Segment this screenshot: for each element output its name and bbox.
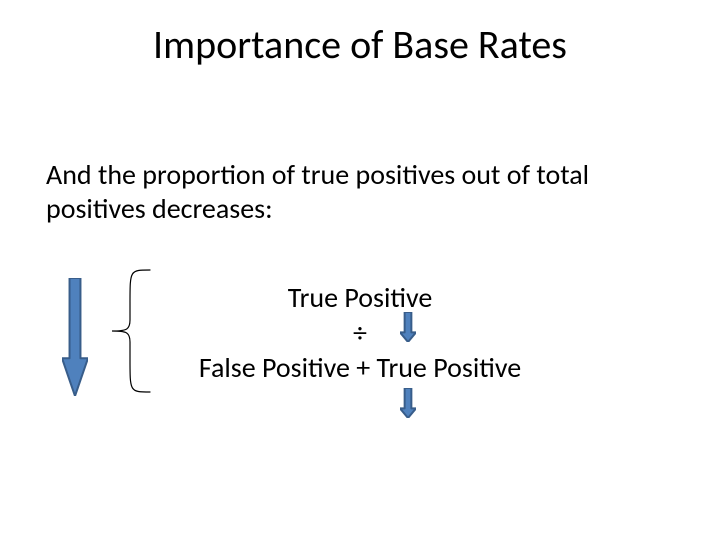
formula-numerator: True Positive bbox=[0, 280, 720, 315]
body-text: And the proportion of true positives out… bbox=[46, 158, 676, 225]
formula-denominator: False Positive + True Positive bbox=[0, 350, 720, 385]
slide-title: Importance of Base Rates bbox=[0, 20, 720, 69]
down-arrow-icon bbox=[400, 388, 416, 418]
slide: Importance of Base Rates And the proport… bbox=[0, 0, 720, 540]
down-arrow-icon bbox=[400, 312, 416, 342]
formula-block: True Positive ÷ False Positive + True Po… bbox=[0, 280, 720, 385]
formula-operator: ÷ bbox=[0, 315, 720, 350]
